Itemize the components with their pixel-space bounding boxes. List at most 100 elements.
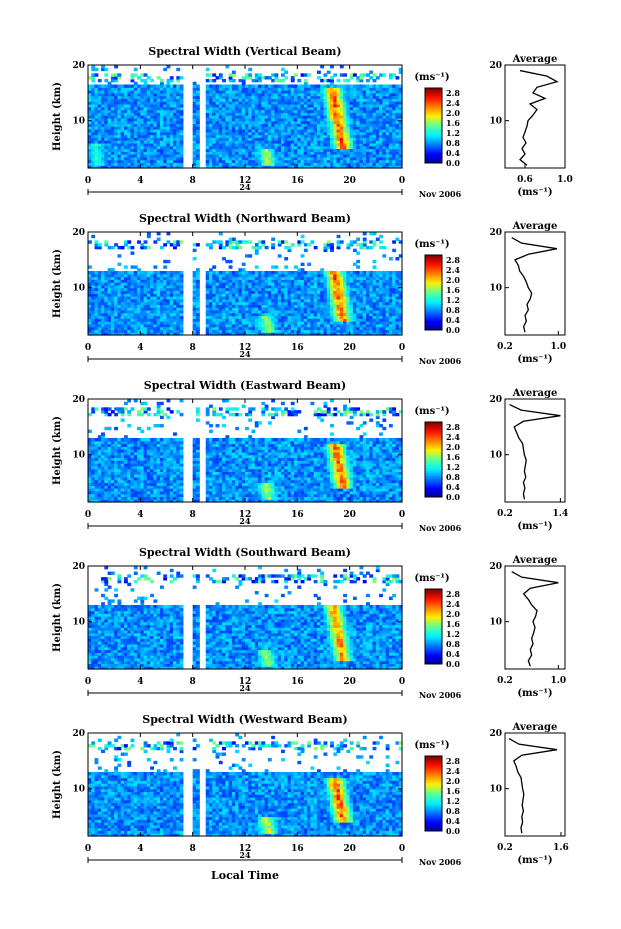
heatmap-cell [218, 315, 223, 319]
heatmap-cell [330, 165, 334, 169]
heatmap-cell [117, 276, 122, 280]
heatmap-cell [254, 120, 259, 125]
heatmap-cell [173, 276, 177, 280]
heatmap-cell [91, 298, 96, 303]
heatmap-cell [88, 159, 92, 164]
heatmap-cell [251, 112, 256, 116]
heatmap-cell [267, 321, 272, 325]
heatmap-cell [267, 148, 272, 152]
heatmap-cell [245, 148, 249, 152]
heatmap-cell [307, 315, 312, 319]
heatmap-cell [313, 131, 318, 136]
heatmap-cell [209, 145, 213, 150]
heatmap-cell [94, 273, 99, 278]
heatmap-cell [248, 165, 253, 169]
heatmap-cell [104, 106, 109, 111]
heatmap-cell [310, 273, 315, 278]
heatmap-cell [153, 265, 158, 269]
heatmap-cell [251, 126, 256, 130]
heatmap-cell [274, 282, 279, 286]
heatmap-cell [379, 73, 383, 77]
heatmap-cell [150, 142, 155, 147]
heatmap-cell [156, 92, 161, 97]
heatmap-cell [336, 98, 341, 102]
heatmap-cell [176, 154, 181, 158]
heatmap-cell [352, 112, 357, 116]
heatmap-cell [284, 120, 289, 125]
heatmap-cell [123, 131, 128, 136]
heatmap-cell [133, 273, 138, 278]
heatmap-cell [133, 67, 138, 72]
heatmap-cell [94, 321, 99, 325]
heatmap-cell [385, 151, 390, 155]
heatmap-cell [140, 154, 145, 158]
heatmap-cell [104, 117, 109, 122]
heatmap-cell [362, 162, 367, 166]
heatmap-cell [333, 137, 338, 141]
heatmap-cell [97, 98, 102, 102]
heatmap-cell [284, 109, 289, 113]
heatmap-cell [398, 101, 403, 105]
heatmap-cell [143, 81, 148, 86]
heatmap-cell [254, 129, 259, 133]
colorbar-segment [425, 97, 442, 100]
heatmap-cell [231, 240, 236, 244]
heatmap-cell [336, 134, 341, 138]
heatmap-cell [385, 112, 390, 116]
heatmap-cell [94, 276, 99, 280]
heatmap-cell [274, 290, 279, 294]
heatmap-cell [235, 120, 240, 125]
heatmap-cell [271, 151, 276, 155]
heatmap-cell [146, 162, 151, 166]
heatmap-cell [209, 287, 213, 292]
heatmap-cell [300, 140, 305, 144]
heatmap-cell [316, 296, 321, 300]
heatmap-cell [392, 95, 397, 99]
heatmap-cell [297, 287, 302, 292]
heatmap-cell [231, 159, 236, 164]
heatmap-cell [133, 134, 138, 138]
colorbar-tick-label: 0.4 [446, 148, 460, 158]
heatmap-cell [107, 90, 112, 94]
heatmap-cell [166, 87, 171, 91]
heatmap-cell [156, 87, 161, 91]
heatmap-cell [215, 329, 220, 333]
heatmap-cell [307, 326, 312, 331]
heatmap-cell [228, 298, 233, 303]
heatmap-cell [209, 92, 213, 97]
heatmap-cell [209, 245, 213, 250]
heatmap-cell [195, 123, 200, 127]
heatmap-cell [356, 165, 361, 169]
heatmap-cell [114, 145, 119, 150]
heatmap-cell [225, 243, 230, 247]
heatmap-cell [150, 95, 155, 99]
heatmap-cell [195, 329, 200, 333]
heatmap-cell [130, 296, 135, 300]
heatmap-cell [120, 109, 125, 113]
heatmap-cell [91, 159, 96, 164]
heatmap-cell [104, 137, 109, 141]
heatmap-cell [195, 84, 200, 88]
heatmap-cell [130, 103, 135, 108]
heatmap-cell [251, 145, 256, 150]
heatmap-cell [88, 117, 92, 122]
heatmap-cell [146, 126, 151, 130]
heatmap-cell [133, 137, 138, 141]
heatmap-cell [146, 103, 151, 108]
heatmap-cell [267, 151, 272, 155]
heatmap-cell [163, 120, 168, 125]
heatmap-cell [195, 290, 200, 294]
heatmap-cell [388, 120, 393, 125]
heatmap-cell [395, 120, 400, 125]
heatmap-cell [280, 148, 285, 152]
heatmap-cell [169, 162, 174, 166]
heatmap-cell [323, 145, 328, 150]
heatmap-cell [107, 284, 112, 289]
heatmap-cell [300, 321, 305, 325]
heatmap-cell [163, 142, 168, 147]
heatmap-cell [274, 151, 279, 155]
heatmap-cell [290, 162, 295, 166]
heatmap-cell [110, 321, 115, 325]
heatmap-cell [218, 98, 223, 102]
heatmap-cell [277, 126, 282, 130]
